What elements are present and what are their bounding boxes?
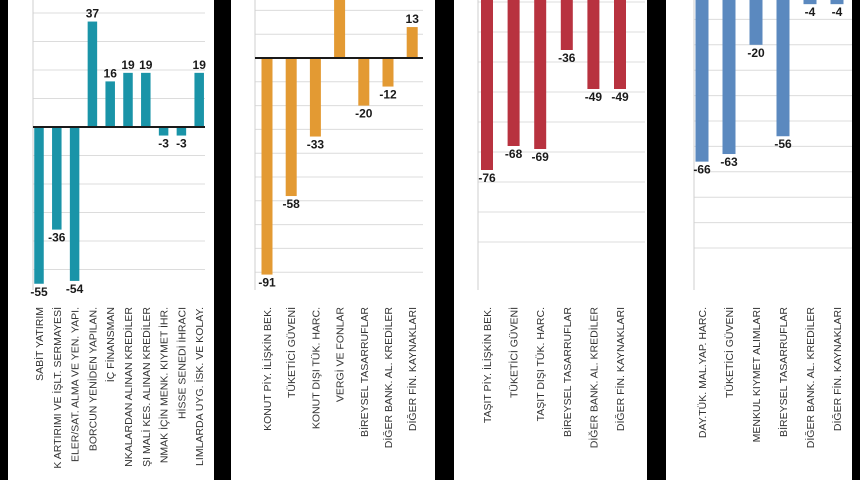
bar: [560, 0, 573, 50]
category-label: KONUT DIŞI TÜK. HARC.: [310, 307, 322, 429]
category-label: İÇ FİNANSMAN: [104, 307, 117, 382]
category-label: BİREYSEL TASARRUFLAR: [358, 307, 371, 437]
bar: [34, 127, 44, 284]
data-label: 19: [121, 58, 135, 72]
bar: [406, 27, 418, 58]
bar: [141, 72, 151, 127]
bar: [52, 127, 62, 230]
bar: [481, 0, 493, 170]
category-label: DİĞER FİN. KAYNAKLARI: [406, 307, 419, 431]
data-label: -54: [66, 282, 84, 296]
data-label: -91: [258, 276, 276, 290]
data-label: -58: [283, 197, 301, 211]
bar: [358, 58, 370, 106]
bar: [695, 0, 709, 162]
category-label: TÜKETİCİ GÜVENİ: [723, 307, 736, 398]
category-label: VERGİ VE FONLAR: [334, 307, 347, 403]
bar: [587, 0, 600, 89]
data-label: -76: [478, 171, 496, 185]
bar: [285, 58, 297, 197]
category-label: DİĞER BANK. AL. KREDİLER: [804, 307, 817, 449]
category-label: DAY.TÜK. MAL.YAP. HARC.: [697, 307, 709, 438]
data-label: 13: [406, 12, 420, 26]
data-label: -49: [611, 90, 629, 104]
category-label: LIMLARDA UYG. İSK. VE KOLAY.: [193, 307, 206, 466]
bar: [105, 81, 115, 127]
data-label: 37: [86, 7, 100, 21]
bar: [69, 127, 80, 281]
bar: [722, 0, 736, 155]
data-label: -33: [307, 138, 325, 152]
category-label: SABİT YATIRIM: [33, 307, 46, 381]
category-label: HİSSE SENEDİ İHRACI: [175, 307, 188, 419]
data-label: -68: [505, 147, 523, 161]
bar: [158, 127, 169, 136]
bar: [87, 21, 98, 127]
data-label: -56: [774, 137, 792, 151]
category-label: ŞI MALİ KES. ALINAN KREDİLER: [140, 307, 153, 467]
data-label: -3: [158, 137, 169, 151]
bar: [749, 0, 763, 45]
data-label: -4: [805, 5, 816, 19]
bar: [334, 0, 346, 58]
data-label: -12: [379, 88, 397, 102]
bar: [534, 0, 547, 149]
category-label: TAŞIT PİY. İLİŞKİN BEK.: [481, 307, 494, 423]
chart-panel-3: -76 TAŞIT PİY. İLİŞKİN BEK. -68 TÜKETİCİ GÜ…: [477, 0, 645, 449]
bar: [194, 72, 204, 127]
bar: [261, 58, 273, 275]
data-label: -36: [48, 231, 66, 245]
category-label: NMAK İÇİN MENK. KIYMET İHR.: [158, 307, 171, 463]
data-label: -49: [585, 90, 603, 104]
data-label: 16: [104, 66, 118, 80]
bar: [176, 127, 187, 136]
bar: [123, 72, 133, 127]
data-label: -36: [558, 51, 576, 65]
category-label: DİĞER FİN. KAYNAKLARI: [614, 307, 627, 431]
data-label: -55: [30, 285, 48, 299]
bar: [830, 0, 844, 5]
bar: [507, 0, 520, 146]
data-label: -20: [355, 107, 373, 121]
data-label: 19: [139, 58, 153, 72]
bar: [803, 0, 817, 5]
category-label: BİREYSEL TASARRUFLAR: [777, 307, 790, 437]
category-label: BİREYSEL TASARRUFLAR: [561, 307, 574, 437]
bar: [614, 0, 626, 89]
category-label: ELER/SAT. ALMA VE YEN. YAPI.: [70, 307, 82, 462]
category-label: DİĞER BANK. AL. KREDİLER: [587, 307, 600, 449]
data-label: -3: [176, 137, 187, 151]
category-label: K ARTIRIMI VE İŞLT. SERMAYESİ: [51, 307, 64, 469]
chart-panel-4: -66 DAY.TÜK. MAL.YAP. HARC. -63 TÜKETİCİ GÜ…: [693, 0, 852, 448]
bar: [382, 58, 394, 87]
data-label: 19: [193, 58, 207, 72]
category-label: DİĞER BANK. AL. KREDİLER: [382, 307, 395, 449]
category-label: DİĞER FİN. KAYNAKLARI: [831, 307, 844, 431]
data-label: -66: [693, 163, 711, 177]
data-label: -63: [720, 155, 738, 169]
data-label: -69: [532, 150, 550, 164]
category-label: NKALARDAN ALINAN KREDİLER: [122, 307, 135, 467]
data-label: -20: [747, 46, 765, 60]
category-label: TÜKETİCİ GÜVENİ: [285, 307, 298, 398]
bar: [309, 58, 321, 137]
category-label: TÜKETİCİ GÜVENİ: [508, 307, 521, 398]
chart-panel-2: -91 KONUT PİY. İLİŞKİN BEK. -58 TÜKETİCİ GÜ…: [254, 0, 423, 449]
bar: [776, 0, 790, 137]
data-label: -4: [832, 5, 843, 19]
category-label: KONUT PİY. İLİŞKİN BEK.: [261, 307, 274, 431]
category-label: MENKUL KIYMET ALIMLARI: [751, 307, 763, 442]
category-label: TAŞIT DIŞI TÜK. HARC.: [535, 307, 547, 421]
chart-panel-1: -55 SABİT YATIRIM -36 K ARTIRIMI VE İŞLT. S…: [30, 0, 206, 469]
category-label: BORCUN YENİDEN YAPILAN.: [86, 307, 99, 451]
